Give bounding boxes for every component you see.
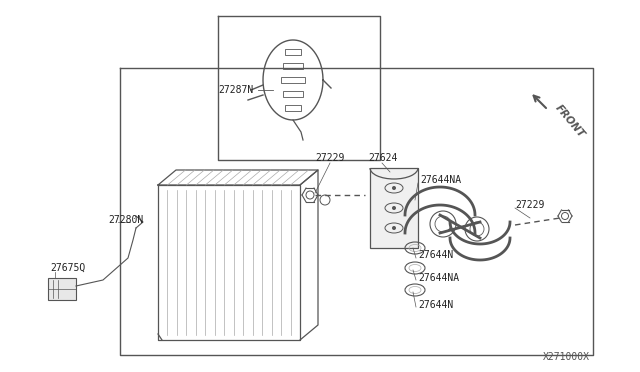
Bar: [283, 63, 303, 69]
Circle shape: [392, 186, 396, 190]
Text: 27280N: 27280N: [108, 215, 143, 225]
Circle shape: [392, 226, 396, 230]
Text: FRONT: FRONT: [553, 103, 586, 140]
Text: 27644NA: 27644NA: [420, 175, 461, 185]
Text: 27287N: 27287N: [218, 85, 253, 95]
Bar: [370, 168, 418, 248]
Circle shape: [392, 206, 396, 210]
Text: 27229: 27229: [515, 200, 545, 210]
Bar: [48, 278, 76, 300]
Text: 27644N: 27644N: [418, 250, 453, 260]
Bar: [281, 77, 305, 83]
Text: 27624: 27624: [368, 153, 397, 163]
Text: 27675Q: 27675Q: [50, 263, 85, 273]
Text: 27644N: 27644N: [418, 300, 453, 310]
Bar: [285, 105, 301, 111]
Text: 27229: 27229: [315, 153, 344, 163]
Text: X271000X: X271000X: [543, 352, 590, 362]
Text: 27644NA: 27644NA: [418, 273, 459, 283]
Bar: [285, 49, 301, 55]
Bar: [283, 91, 303, 97]
